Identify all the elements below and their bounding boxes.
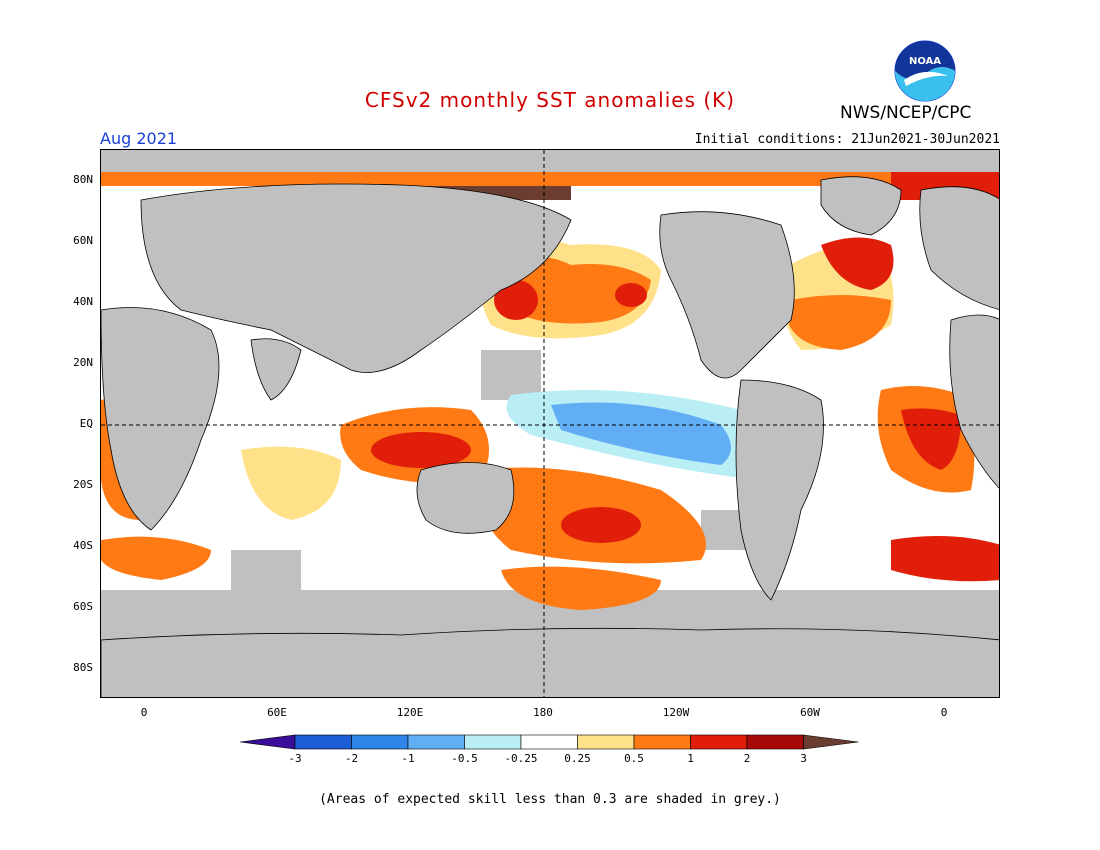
colorbar-segment bbox=[520, 734, 578, 750]
lat-label: 80N bbox=[73, 173, 93, 186]
colorbar-segment bbox=[746, 734, 804, 750]
colorbar-tick-label: -0.25 bbox=[504, 752, 538, 765]
lon-label: 120W bbox=[662, 706, 690, 719]
lon-label: 0 bbox=[140, 706, 148, 719]
colorbar-segment bbox=[690, 734, 748, 750]
lon-label: 180 bbox=[533, 706, 553, 719]
agency-label: NWS/NCEP/CPC bbox=[840, 103, 972, 123]
colorbar-segment bbox=[577, 734, 635, 750]
lat-label: 40S bbox=[73, 539, 93, 552]
colorbar-tick-label: 1 bbox=[687, 752, 694, 765]
lon-label: 120E bbox=[396, 706, 424, 719]
land-masses bbox=[101, 176, 999, 697]
initial-conditions-label: Initial conditions: 21Jun2021-30Jun2021 bbox=[694, 132, 1000, 147]
colorbar-segment bbox=[351, 734, 409, 750]
colorbar bbox=[240, 734, 859, 750]
colorbar-tick-label: -2 bbox=[344, 752, 359, 765]
lat-label: 40N bbox=[73, 295, 93, 308]
colorbar-segment bbox=[803, 734, 859, 750]
lon-label: 60E bbox=[267, 706, 287, 719]
lat-label: 60N bbox=[73, 234, 93, 247]
skill-caption: (Areas of expected skill less than 0.3 a… bbox=[319, 792, 781, 807]
sst-anomaly-map bbox=[100, 149, 1000, 698]
lon-label: 0 bbox=[940, 706, 948, 719]
colorbar-segment bbox=[464, 734, 522, 750]
logo-text: NOAA bbox=[909, 56, 941, 67]
anomaly-field bbox=[101, 172, 999, 610]
colorbar-tick-label: -0.5 bbox=[451, 752, 478, 765]
lat-label: 20N bbox=[73, 356, 93, 369]
colorbar-tick-label: -3 bbox=[288, 752, 302, 765]
colorbar-segment bbox=[294, 734, 352, 750]
noaa-logo: NOAA bbox=[894, 40, 956, 102]
colorbar-tick-label: 2 bbox=[743, 752, 751, 765]
colorbar-tick-label: 0.5 bbox=[624, 752, 644, 765]
lon-label: 60W bbox=[800, 706, 820, 719]
colorbar-tick-label: -1 bbox=[401, 752, 415, 765]
colorbar-tick-label: 3 bbox=[800, 752, 807, 765]
lat-label: 60S bbox=[73, 600, 93, 613]
lat-label: EQ bbox=[79, 417, 93, 430]
colorbar-segment bbox=[633, 734, 691, 750]
lat-label: 20S bbox=[73, 478, 93, 491]
lat-label: 80S bbox=[73, 661, 93, 674]
colorbar-segment bbox=[240, 734, 296, 750]
colorbar-segment bbox=[407, 734, 465, 750]
valid-month-label: Aug 2021 bbox=[100, 129, 178, 148]
colorbar-tick-label: 0.25 bbox=[564, 752, 591, 765]
chart-title: CFSv2 monthly SST anomalies (K) bbox=[364, 88, 736, 112]
